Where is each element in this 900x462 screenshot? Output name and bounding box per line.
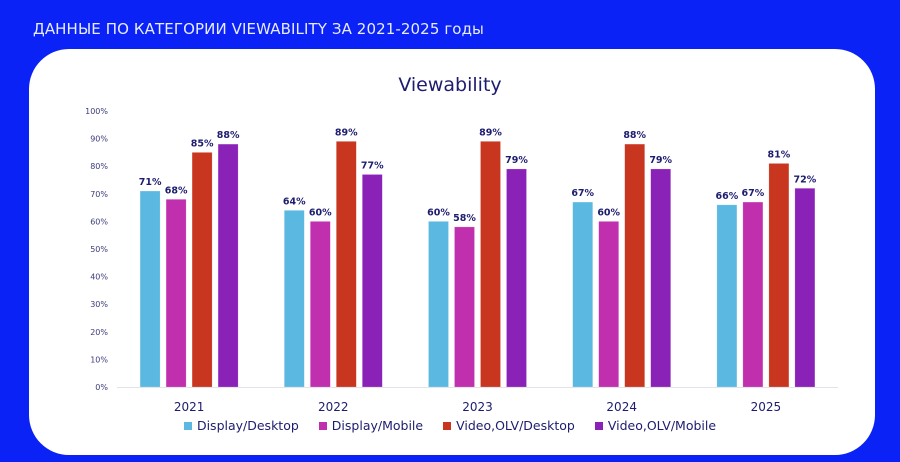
bar — [362, 174, 383, 388]
data-label: 64% — [283, 196, 306, 207]
data-label: 66% — [716, 191, 739, 202]
bar — [336, 141, 357, 388]
y-tick-label: 60% — [90, 217, 108, 226]
data-label: 58% — [453, 213, 476, 224]
y-tick-label: 70% — [90, 190, 108, 199]
page-title: ДАННЫЕ ПО КАТЕГОРИИ VIEWABILITY ЗА 2021-… — [33, 20, 485, 38]
legend-item: Video,OLV/Mobile — [594, 418, 717, 433]
data-label: 89% — [335, 127, 358, 138]
legend-label: Display/Mobile — [331, 418, 424, 433]
bar — [572, 201, 593, 388]
bar — [794, 188, 816, 388]
legend: Display/Desktop Display/Mobile Video,OLV/D… — [0, 418, 900, 433]
y-tick-label: 0% — [95, 383, 108, 392]
bar — [598, 221, 619, 388]
bar — [428, 221, 449, 388]
bar — [454, 226, 475, 388]
legend-item: Display/Desktop — [183, 418, 299, 433]
bar — [506, 168, 527, 388]
bar — [650, 168, 671, 388]
bar — [480, 141, 501, 388]
x-tick-label: 2024 — [606, 400, 637, 414]
bars — [139, 141, 816, 388]
legend-swatch — [183, 421, 192, 430]
data-label: 79% — [649, 155, 672, 166]
chart-title: Viewability — [398, 74, 502, 96]
data-label: 71% — [139, 177, 162, 188]
x-tick-label: 2023 — [462, 400, 493, 414]
legend-label: Display/Desktop — [196, 418, 299, 433]
x-tick-label: 2022 — [318, 400, 349, 414]
bar — [716, 204, 738, 388]
legend-swatch — [318, 421, 327, 430]
data-label: 88% — [623, 130, 646, 141]
data-label: 60% — [597, 207, 620, 218]
data-label: 67% — [742, 188, 765, 199]
legend-label: Video,OLV/Mobile — [607, 418, 717, 433]
bar — [139, 190, 161, 388]
data-label: 68% — [165, 185, 188, 196]
bar — [310, 221, 331, 388]
data-label: 81% — [768, 149, 791, 160]
data-label: 88% — [217, 130, 240, 141]
legend-label: Video,OLV/Desktop — [456, 418, 575, 433]
x-tick-label: 2021 — [174, 400, 205, 414]
data-label: 85% — [191, 138, 214, 149]
data-label: 72% — [794, 174, 817, 185]
data-label: 60% — [309, 207, 332, 218]
data-label: 89% — [479, 127, 502, 138]
legend-item: Display/Mobile — [318, 418, 424, 433]
bar — [165, 199, 187, 388]
y-tick-label: 100% — [85, 107, 108, 116]
y-tick-label: 20% — [90, 328, 108, 337]
bar — [624, 143, 645, 388]
y-tick-label: 90% — [90, 135, 108, 144]
data-label: 60% — [427, 207, 450, 218]
y-axis: 0% 10% 20% 30% 40% 50% 60% 70% 80% 90% 100% — [85, 107, 108, 392]
data-labels: 71%68%85%88%64%60%89%77%60%58%89%79%67%6… — [139, 127, 817, 224]
y-tick-label: 40% — [90, 273, 108, 282]
legend-item: Video,OLV/Desktop — [443, 418, 575, 433]
y-tick-label: 80% — [90, 162, 108, 171]
data-label: 67% — [571, 188, 594, 199]
bar — [191, 152, 213, 388]
legend-swatch — [594, 421, 603, 430]
y-tick-label: 50% — [90, 245, 108, 254]
bar — [768, 163, 790, 388]
data-label: 77% — [361, 160, 384, 171]
legend-swatch — [443, 421, 452, 430]
y-tick-label: 10% — [90, 355, 108, 364]
data-label: 79% — [505, 155, 528, 166]
x-tick-label: 2025 — [751, 400, 782, 414]
x-axis: 2021 2022 2023 2024 2025 — [174, 400, 781, 414]
bar — [217, 143, 239, 388]
bar — [742, 201, 764, 388]
y-tick-label: 30% — [90, 300, 108, 309]
bar — [284, 210, 305, 388]
